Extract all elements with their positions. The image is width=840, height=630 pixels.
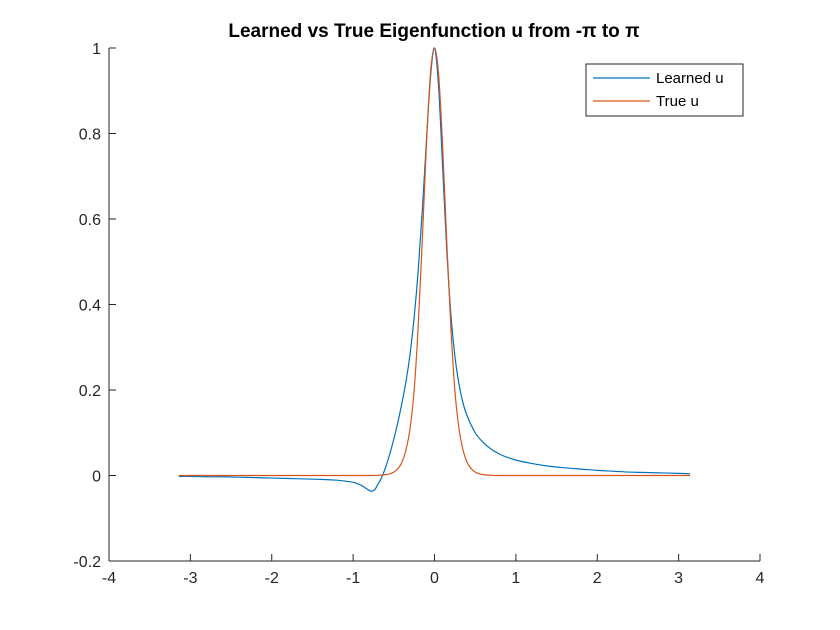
x-tick-label: 3 [674, 570, 683, 587]
x-tick-label: -3 [183, 570, 197, 587]
x-tick-label: 1 [511, 570, 520, 587]
y-tick-label: -0.2 [73, 554, 101, 571]
y-tick-label: 0 [92, 469, 101, 486]
legend-label: True u [656, 93, 699, 110]
x-tick-label: -2 [265, 570, 279, 587]
chart-title: Learned vs True Eigenfunction u from -π … [228, 21, 640, 42]
y-tick-label: 0.4 [79, 298, 101, 315]
y-tick-label: 0.8 [79, 127, 101, 144]
x-tick-label: 0 [430, 570, 439, 587]
x-tick-label: -1 [346, 570, 360, 587]
legend: Learned u True u [585, 63, 744, 117]
legend-label: Learned u [656, 70, 724, 87]
y-tick-label: 0.6 [79, 212, 101, 229]
series-line-true-u [178, 47, 691, 477]
y-tick-label: 1 [92, 41, 101, 58]
x-tick-label: 4 [756, 570, 765, 587]
y-tick-label: 0.2 [79, 383, 101, 400]
series-line-learned-u [178, 47, 691, 492]
x-tick-label: -4 [102, 570, 116, 587]
legend-box [585, 63, 744, 117]
plot-area: -4 -3 -2 -1 0 1 2 3 4 -0.2 0 0.2 0.4 0.6 0.8 1 [73, 41, 764, 587]
x-tick-label: 2 [593, 570, 602, 587]
